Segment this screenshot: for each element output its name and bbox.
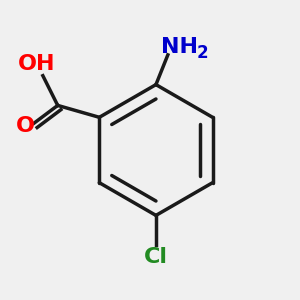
Text: O: O — [16, 116, 34, 136]
Text: OH: OH — [18, 54, 56, 74]
Text: Cl: Cl — [144, 247, 168, 267]
Text: NH: NH — [161, 38, 198, 58]
Text: 2: 2 — [196, 44, 208, 62]
